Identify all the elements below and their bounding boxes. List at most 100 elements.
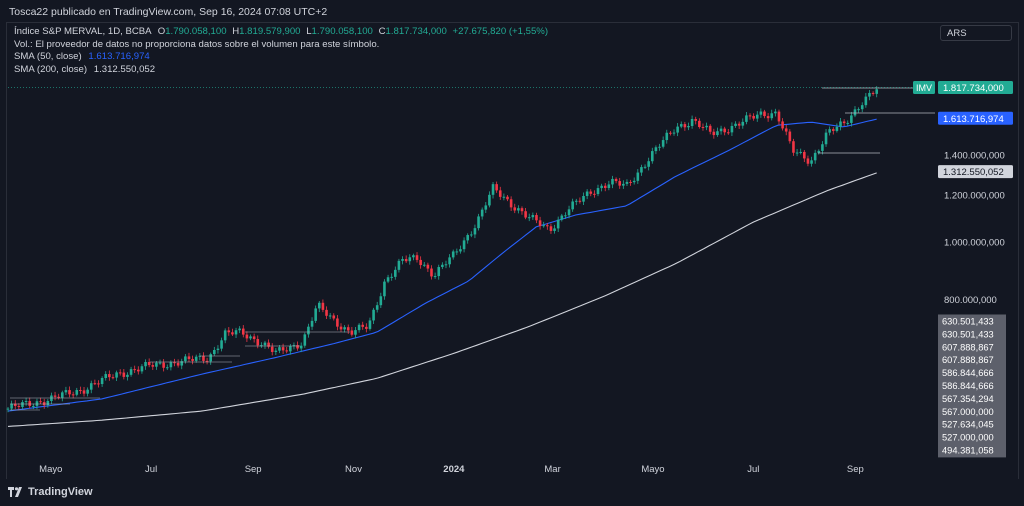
- x-tick-label: Mayo: [39, 464, 62, 475]
- candle-body: [640, 167, 643, 173]
- candle-body: [281, 347, 285, 351]
- price-level-label: 630.501,433: [942, 329, 994, 339]
- candle-body: [857, 109, 860, 111]
- candle-body: [285, 350, 289, 352]
- candle-body: [28, 401, 32, 406]
- candle-body: [397, 260, 401, 270]
- candle-body: [777, 111, 781, 122]
- candle-body: [278, 347, 281, 351]
- candle-body: [520, 208, 524, 212]
- price-level-label: 567.000,000: [942, 407, 994, 417]
- candle-body: [209, 354, 212, 362]
- candle-body: [462, 240, 466, 250]
- candle-body: [437, 267, 441, 277]
- candle-body: [618, 181, 622, 186]
- chart-frame[interactable]: [6, 22, 1019, 480]
- candle-body: [267, 342, 270, 347]
- sma50-tag-bg: [938, 111, 1013, 125]
- candle-body: [321, 302, 325, 310]
- last-price-tag: 1.817.734,000: [943, 83, 1004, 94]
- sma200-row[interactable]: SMA (200, close) 1.312.550,052: [14, 64, 548, 77]
- candle-body: [556, 219, 560, 229]
- sma200-value: 1.312.550,052: [93, 63, 156, 75]
- candle-body: [79, 390, 82, 392]
- candle-body: [589, 191, 593, 194]
- candle-body: [245, 334, 249, 339]
- candle-body: [788, 131, 792, 142]
- candle-body: [821, 144, 824, 151]
- candle-body: [100, 377, 104, 385]
- candle-body: [839, 121, 842, 127]
- candle-body: [430, 268, 433, 277]
- candle-body: [86, 389, 89, 394]
- candle-body: [169, 362, 173, 368]
- symbol-label: Índice S&P MERVAL, 1D, BCBA: [14, 26, 152, 37]
- candle-body: [60, 392, 64, 398]
- sma200-line: [7, 172, 877, 427]
- x-tick-label: Jul: [145, 464, 157, 475]
- candle-body: [408, 257, 412, 262]
- candle-body: [241, 328, 245, 335]
- price-levels-bg: [938, 314, 1006, 458]
- candle-body: [372, 309, 375, 321]
- candle-body: [864, 96, 868, 106]
- candle-body: [448, 257, 451, 265]
- candle-body: [82, 390, 86, 394]
- candle-body: [527, 217, 531, 219]
- candle-body: [759, 111, 763, 115]
- candle-body: [223, 330, 227, 341]
- candle-body: [517, 208, 520, 211]
- candle-body: [375, 305, 379, 310]
- candle-body: [184, 356, 187, 362]
- candle-body: [593, 193, 596, 195]
- y-tick-label: 800.000,000: [944, 295, 997, 306]
- candle-body: [506, 196, 509, 200]
- candle-body: [502, 196, 506, 198]
- candle-body: [386, 277, 390, 282]
- sma50-row[interactable]: SMA (50, close) 1.613.716,974: [14, 51, 548, 64]
- candle-body: [68, 390, 71, 395]
- candle-body: [263, 342, 267, 346]
- candle-body: [614, 178, 618, 182]
- candle-body: [140, 366, 144, 372]
- candle-body: [191, 358, 194, 361]
- candle-body: [607, 184, 611, 188]
- candle-body: [853, 109, 857, 116]
- candle-body: [622, 183, 625, 186]
- tradingview-logo[interactable]: TradingView: [8, 486, 93, 498]
- candle-body: [368, 320, 372, 329]
- candle-body: [296, 345, 299, 349]
- price-level-label: 607.888,867: [942, 342, 994, 352]
- currency-selector[interactable]: ARS: [940, 25, 1012, 41]
- candle-body: [147, 361, 151, 366]
- symbol-tag-bg: [913, 80, 935, 94]
- candle-body: [871, 92, 875, 94]
- low-value: 1.790.058,100: [311, 26, 373, 37]
- sma200-tag-bg: [938, 165, 1013, 179]
- symbol-tag: IMV: [916, 83, 932, 93]
- x-tick-label: Sep: [245, 464, 262, 475]
- candle-body: [636, 172, 640, 181]
- candle-body: [810, 160, 813, 164]
- candle-body: [553, 228, 556, 231]
- candle-body: [524, 211, 527, 218]
- candle-body: [846, 122, 850, 124]
- candle-body: [155, 362, 158, 367]
- candle-body: [53, 395, 57, 397]
- candle-body: [571, 201, 574, 210]
- candle-body: [850, 115, 853, 123]
- sma50-line: [7, 118, 877, 412]
- candle-body: [32, 405, 35, 407]
- price-level-label: 586.844,666: [942, 368, 994, 378]
- open-value: 1.790.058,100: [165, 26, 227, 37]
- price-level-label: 586.844,666: [942, 381, 994, 391]
- candle-body: [35, 401, 39, 406]
- candle-body: [792, 141, 795, 153]
- candle-body: [270, 346, 274, 352]
- candle-body: [658, 146, 661, 148]
- ohlc-row: Índice S&P MERVAL, 1D, BCBA O1.790.058,1…: [14, 26, 548, 39]
- candle-body: [173, 362, 176, 364]
- candle-body: [763, 111, 766, 117]
- candle-body: [708, 125, 712, 132]
